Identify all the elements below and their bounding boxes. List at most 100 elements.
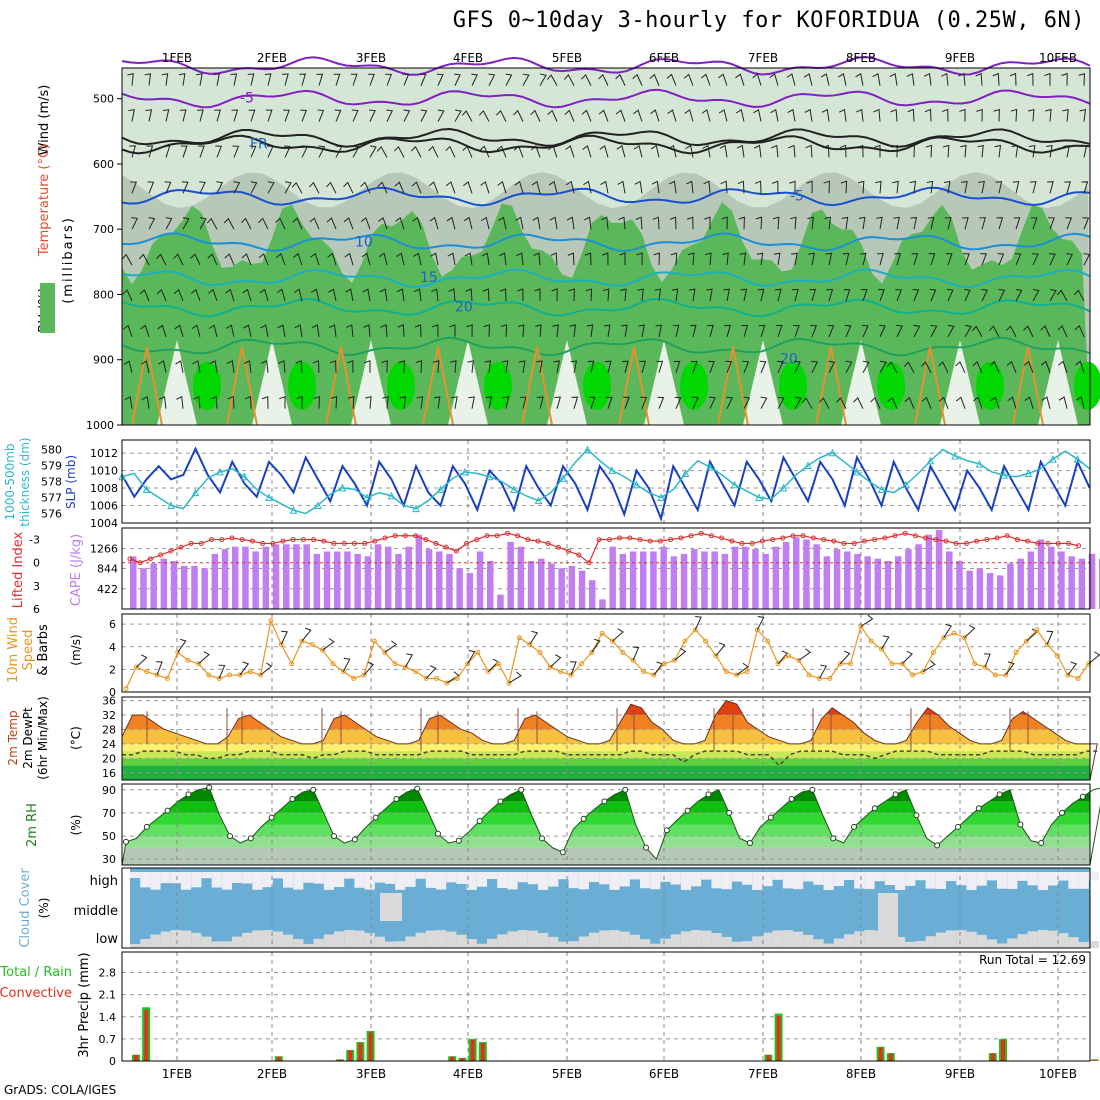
wind-barb [736, 144, 745, 158]
wind-barb [963, 253, 970, 266]
rh-tick-label: 70 [102, 807, 116, 820]
cloud-low-bar [772, 930, 783, 948]
wind-barb [197, 109, 204, 122]
wind-barb [724, 324, 731, 338]
cape-bar [640, 551, 647, 609]
wind-barb [547, 109, 558, 122]
rh-band-dry [157, 340, 197, 425]
wind-barb [944, 217, 952, 230]
wind-barb [650, 144, 660, 158]
wind-barb [267, 181, 275, 194]
wind-barb [190, 288, 201, 302]
thickness-marker [314, 501, 322, 509]
li-marker [168, 548, 174, 554]
day-label-bottom: 9FEB [945, 1067, 975, 1081]
wind-barb [517, 324, 525, 337]
li-marker [902, 530, 908, 536]
rh-marker [331, 833, 337, 840]
isotherm-line [121, 232, 1091, 253]
cape-bar [415, 534, 423, 609]
wind-barb [467, 360, 474, 373]
rh-marker [455, 837, 462, 844]
cloud-high-bar [497, 872, 508, 888]
wind-speed-marker [123, 686, 129, 692]
precip-convective-bar [470, 1039, 475, 1061]
li-marker [912, 533, 918, 539]
wind-barb [243, 360, 252, 373]
cloud-low-bar [181, 930, 192, 948]
cloud-low-bar [782, 930, 793, 948]
thickness-marker [608, 466, 616, 474]
wind-barb [652, 216, 660, 230]
thickness-marker [730, 480, 739, 489]
wind-barb [207, 253, 218, 266]
cloud-low-bar [548, 936, 559, 948]
wind-barb [138, 253, 150, 266]
rh-marker [622, 786, 629, 793]
surface-wind-barb [384, 640, 398, 653]
cloud-low-bar [334, 931, 345, 948]
pressure-tick-label: 1000 [86, 419, 114, 432]
rh-tick-label: 30 [102, 853, 116, 866]
thickness-marker [632, 480, 641, 489]
cape-bar [364, 556, 372, 609]
cape-bar [680, 553, 688, 609]
precip-convective-bar [480, 1042, 485, 1061]
wind-barb [1031, 253, 1039, 266]
li-marker [688, 533, 694, 539]
wind-barb [1062, 108, 1069, 122]
cloud-high-bar [272, 872, 283, 879]
wind-speed-marker [651, 672, 657, 678]
wind-barb [738, 216, 745, 230]
wind-barb [191, 324, 201, 338]
cloud-low-bar [130, 944, 141, 948]
wind-barb [537, 396, 544, 409]
cloud-high-bar [731, 872, 742, 882]
precip-convective-bar [450, 1056, 455, 1061]
wind-barb [1083, 253, 1091, 266]
wind-ylabel-line: & Barbs [36, 624, 51, 676]
temp-contour-warm [226, 346, 258, 426]
wind-barb [431, 324, 439, 337]
surface-wind-barb [819, 664, 828, 679]
pressure-tick-label: 500 [93, 93, 114, 106]
wind-barb [1057, 325, 1068, 338]
wind-barb [531, 180, 541, 194]
cape-bar [293, 544, 300, 609]
cloud-low-bar [252, 930, 263, 948]
wind-barb [878, 289, 885, 302]
cloud-high-bar [629, 872, 640, 880]
wind-barb [947, 324, 955, 338]
wind-barb [192, 360, 201, 373]
wind-barb [653, 252, 660, 266]
wind-barb [876, 216, 883, 230]
thickness-marker [706, 463, 714, 471]
cloud-high-bar [1088, 872, 1099, 881]
wind-barb [398, 360, 405, 373]
cloud-low-bar [833, 938, 844, 948]
wind-barb [563, 74, 575, 86]
isotherm-line [121, 297, 1091, 318]
cape-bar [1048, 546, 1055, 609]
precip-legend-rain: Total / Rain [0, 965, 72, 980]
cloud-low-bar [997, 943, 1008, 948]
wind-barb [790, 216, 797, 230]
wind-barb [772, 216, 780, 230]
wind-barb [821, 108, 830, 122]
wind-speed-marker [858, 623, 864, 629]
cloud-high-bar [691, 872, 702, 887]
wind-barb [1048, 217, 1055, 230]
wind-barb [908, 144, 915, 158]
cape-bar [844, 551, 851, 609]
wind-barb [156, 289, 167, 302]
wind-barb [437, 109, 445, 122]
wind-speed-marker [392, 661, 398, 667]
wind-barb [889, 73, 898, 86]
wind-barb [468, 396, 475, 409]
cloud-low-bar [803, 934, 814, 948]
precip-tick-label: 2.8 [99, 967, 117, 980]
wind-speed-marker [371, 638, 377, 644]
li-marker [810, 535, 816, 541]
wind-barb [856, 144, 864, 158]
surface-wind-barb [964, 624, 976, 639]
